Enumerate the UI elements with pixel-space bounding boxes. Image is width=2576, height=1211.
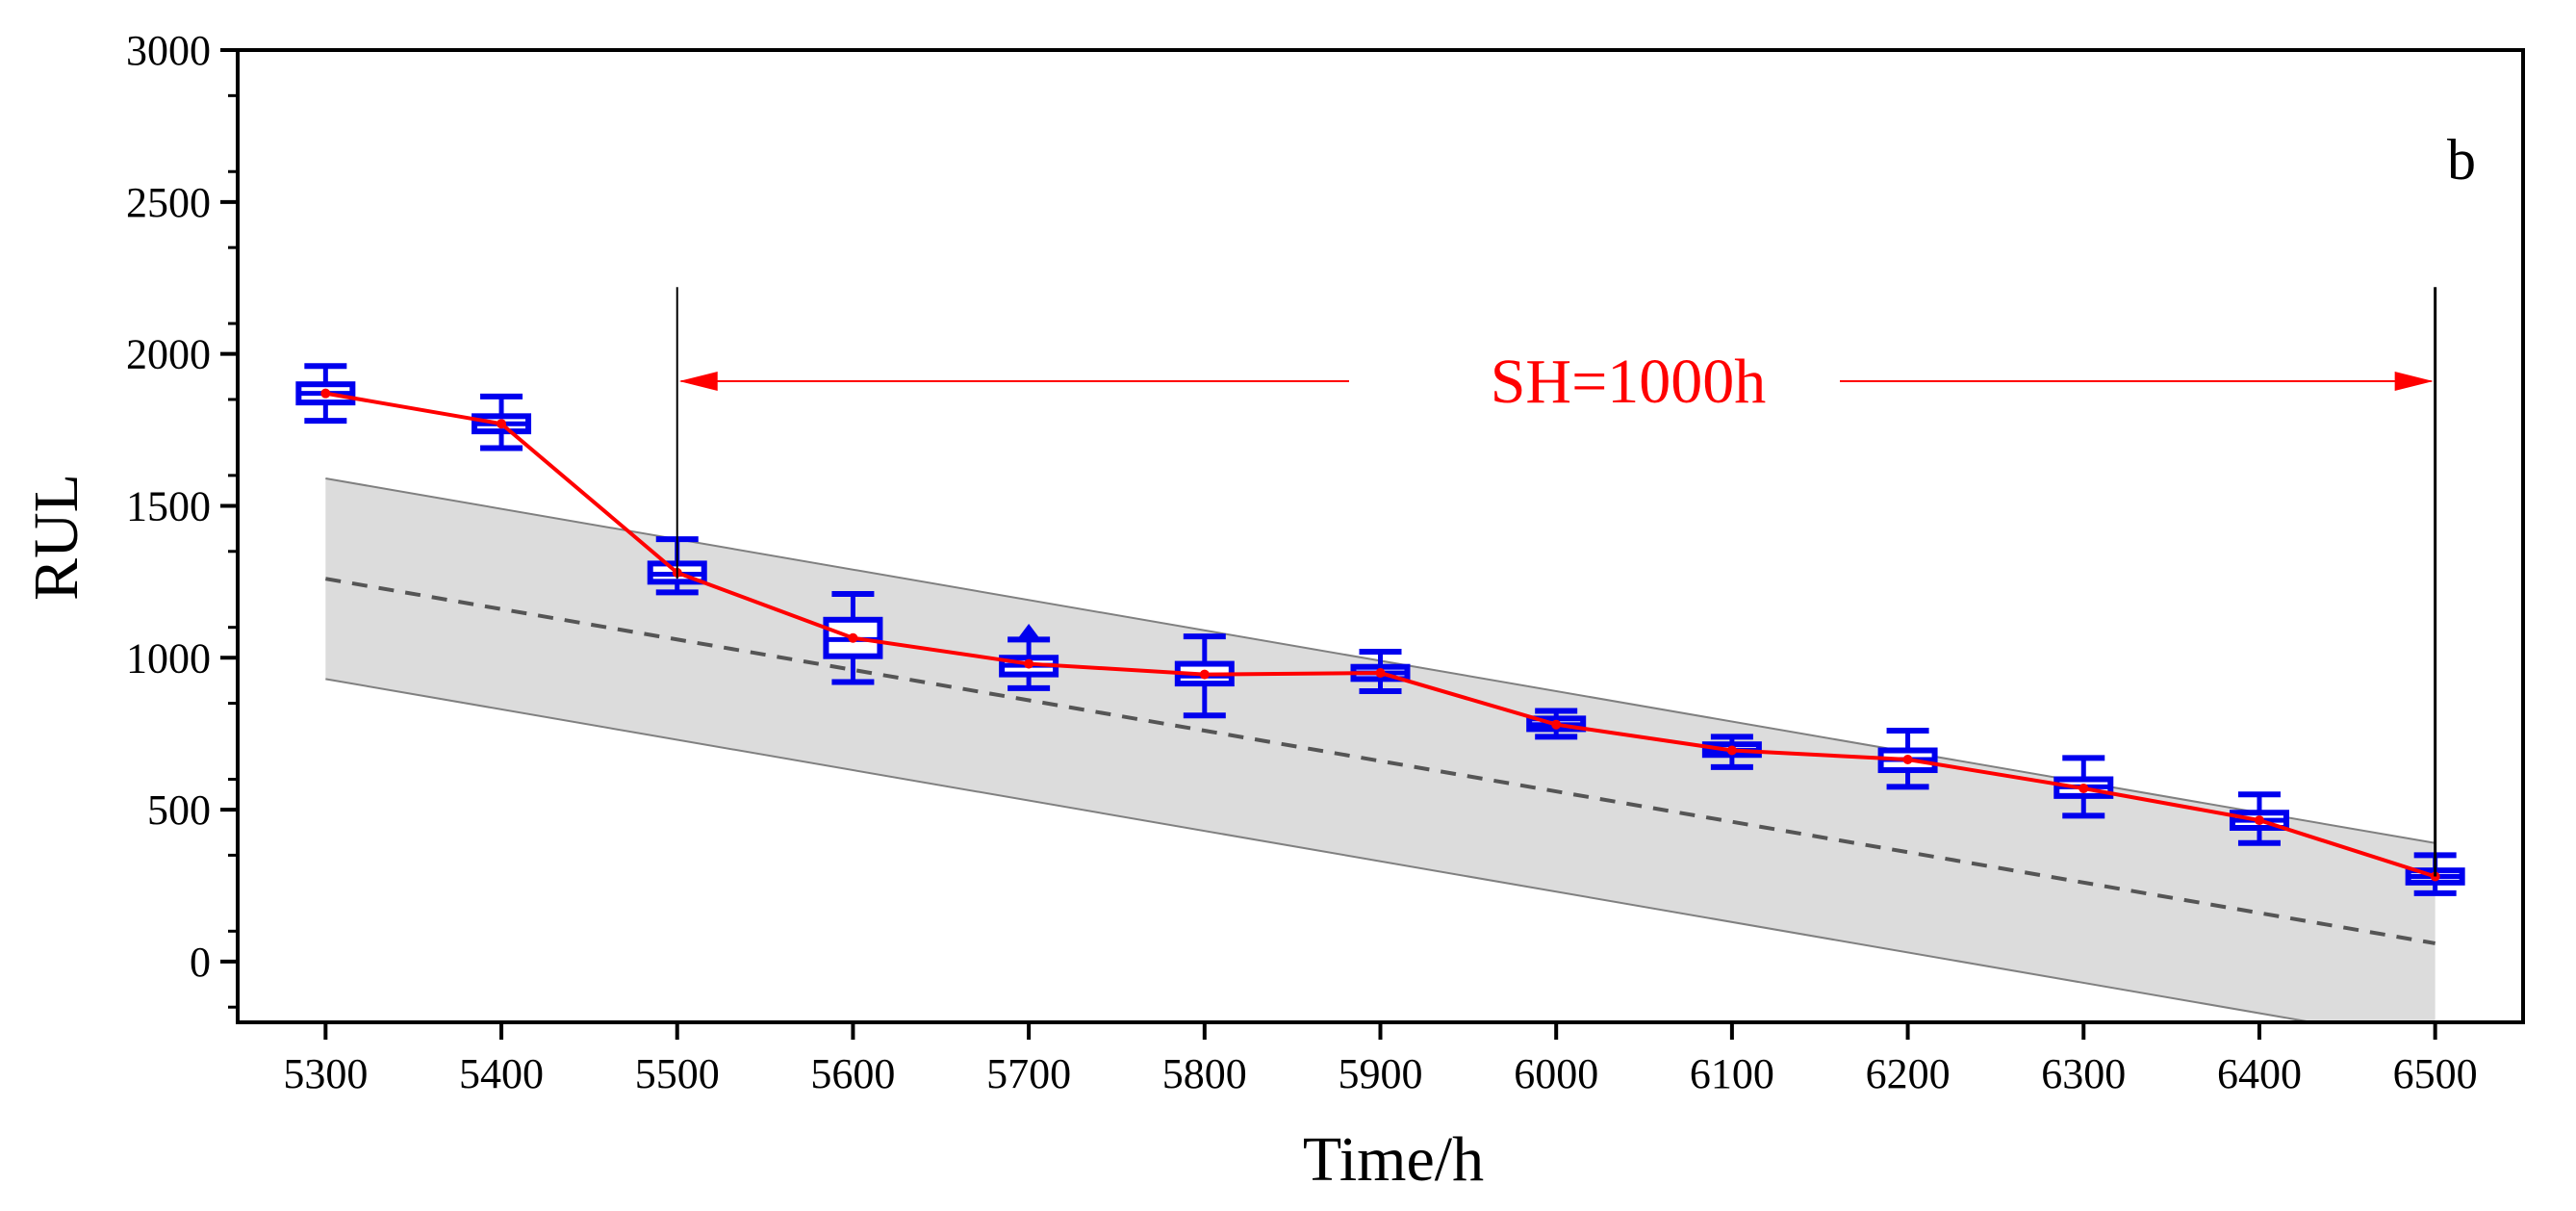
x-tick-label-6300: 6300 [2041, 1050, 2126, 1097]
x-tick-label-6500: 6500 [2393, 1050, 2478, 1097]
y-tick-label-3000: 3000 [126, 27, 211, 74]
x-tick-label-5800: 5800 [1162, 1050, 1247, 1097]
y-tick-label-2500: 2500 [126, 179, 211, 226]
x-tick-label-5400: 5400 [459, 1050, 544, 1097]
sh-arrowhead-left [678, 372, 718, 392]
mean-point-5900 [1375, 668, 1386, 679]
y-tick-label-500: 500 [147, 786, 211, 834]
mean-point-6000 [1551, 719, 1562, 730]
mean-point-5600 [848, 632, 858, 643]
mean-point-6400 [2254, 815, 2264, 826]
x-tick-label-5600: 5600 [810, 1050, 895, 1097]
mean-point-6100 [1726, 745, 1737, 756]
y-tick-label-2000: 2000 [126, 331, 211, 378]
x-tick-label-5700: 5700 [986, 1050, 1071, 1097]
sh-label: SH=1000h [1491, 347, 1767, 417]
x-tick-label-6000: 6000 [1514, 1050, 1598, 1097]
axis-layer: 5300 5400 5500 5600 5700 5800 5900 6000 6100 6200… [126, 27, 2478, 1097]
sh-arrowhead-right [2394, 372, 2434, 392]
confidence-band-layer [325, 477, 2436, 1022]
outlier-marker [1017, 624, 1041, 639]
x-tick-label-5500: 5500 [635, 1050, 720, 1097]
true-rul-dashed-line [325, 577, 2436, 945]
band-lower-line [325, 678, 2318, 1022]
y-tick-label-1500: 1500 [126, 482, 211, 529]
x-axis-title: Time/h [1303, 1124, 1484, 1195]
mean-point-6200 [1902, 754, 1913, 764]
y-tick-label-1000: 1000 [126, 634, 211, 682]
y-tick-label-0: 0 [190, 939, 211, 986]
mean-point-5800 [1199, 669, 1210, 680]
mean-point-5300 [320, 388, 331, 399]
x-tick-label-6100: 6100 [1690, 1050, 1774, 1097]
x-tick-label-6400: 6400 [2217, 1050, 2302, 1097]
confidence-band-area [325, 478, 2436, 1022]
panel-label-b: b [2447, 128, 2476, 192]
sh-annotation-layer [676, 287, 2437, 877]
mean-point-5700 [1024, 658, 1034, 669]
x-tick-label-5300: 5300 [283, 1050, 368, 1097]
mean-point-5400 [497, 419, 507, 429]
y-axis-title: RUL [21, 474, 91, 601]
x-tick-label-6200: 6200 [1866, 1050, 1951, 1097]
x-tick-label-5900: 5900 [1339, 1050, 1423, 1097]
mean-point-6300 [2079, 783, 2089, 793]
